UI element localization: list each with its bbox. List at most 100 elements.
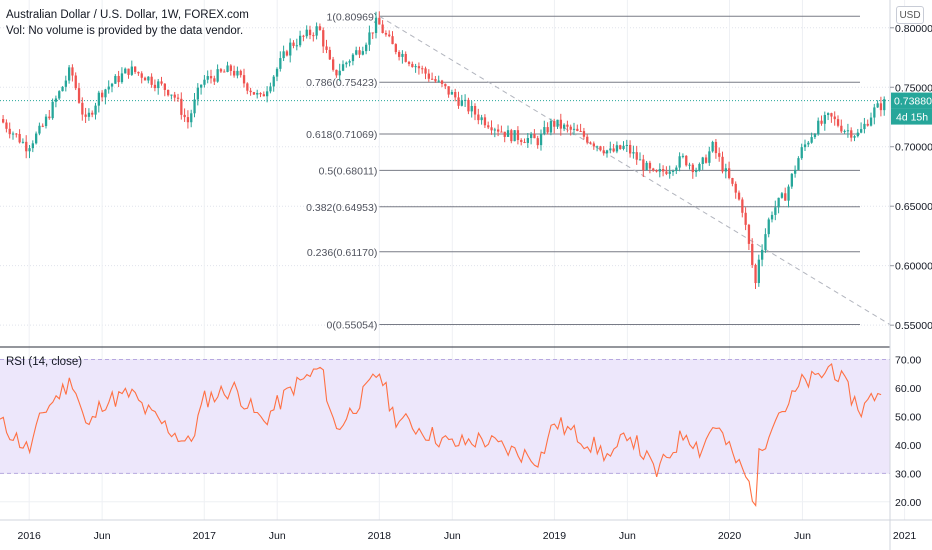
candle-body	[200, 84, 203, 88]
candle-body	[543, 127, 546, 134]
candle-body	[193, 99, 196, 114]
rsi-line	[0, 363, 882, 507]
candle-body	[101, 92, 104, 98]
candle-body	[262, 94, 265, 97]
price-axis[interactable]: 0.80000 0.75000 0.70000 0.65000 0.60000 0.550…	[890, 23, 932, 332]
candle-body	[256, 93, 259, 95]
time-axis[interactable]: 2016 Jun 2017 Jun 2018 Jun 2019 Jun 2020 Jun 2021	[18, 530, 917, 542]
candle-body	[516, 130, 520, 141]
candle-body	[767, 219, 770, 235]
candle-body	[137, 71, 140, 74]
candle-body	[28, 148, 31, 152]
candle-body	[787, 186, 790, 201]
candle-body	[279, 58, 282, 69]
candle-body	[513, 130, 516, 142]
candle-body	[493, 129, 496, 131]
candle-body	[417, 66, 421, 69]
candle-body	[638, 159, 642, 161]
candle-body	[483, 117, 487, 126]
currency-button[interactable]: USD	[896, 6, 924, 24]
candle-body	[71, 67, 74, 76]
rsi-tick-label: 30.00	[895, 468, 921, 480]
candle-body	[41, 125, 44, 127]
candle-body	[404, 53, 407, 62]
fibonacci-levels: 1(0.80969) 0.786(0.75423) 0.618(0.71069) 0.…	[306, 11, 860, 332]
candle-body	[332, 59, 335, 70]
candle-body	[747, 224, 751, 244]
candle-body	[54, 98, 58, 102]
candle-body	[44, 116, 48, 127]
candle-body	[186, 117, 190, 123]
volume-note: Vol: No volume is provided by the data v…	[6, 25, 244, 37]
candle-body	[381, 24, 384, 34]
candle-body	[698, 164, 701, 171]
candle-body	[325, 46, 328, 50]
candle-body	[335, 69, 338, 76]
price-tick-label: 0.65000	[895, 201, 932, 213]
time-tick-label: Jun	[794, 530, 811, 542]
candle-body	[744, 212, 747, 225]
candle-body	[35, 133, 38, 144]
candle-body	[414, 66, 417, 68]
candle-body	[869, 117, 873, 126]
candle-body	[645, 162, 648, 171]
candle-body	[671, 170, 675, 172]
candle-body	[388, 34, 391, 37]
candle-body	[51, 101, 54, 119]
candle-body	[431, 78, 434, 80]
candle-body	[599, 146, 602, 151]
candle-body	[592, 143, 595, 147]
time-tick-label: 2018	[368, 530, 392, 542]
candle-body	[810, 137, 813, 143]
candle-body	[143, 77, 147, 81]
fib-level-label: 0.382(0.64953)	[306, 202, 377, 214]
candle-body	[523, 141, 526, 143]
candle-body	[38, 125, 41, 134]
candle-body	[345, 62, 348, 65]
candle-body	[731, 178, 734, 184]
candle-body	[711, 141, 714, 152]
time-tick-label: 2017	[193, 530, 217, 542]
candle-body	[173, 94, 176, 98]
rsi-tick-label: 70.00	[895, 355, 921, 367]
candle-body	[850, 130, 853, 138]
price-tick-label: 0.70000	[895, 142, 932, 154]
candle-body	[434, 79, 437, 82]
candle-body	[361, 51, 364, 55]
candle-body	[691, 164, 694, 173]
candle-body	[236, 70, 239, 76]
fib-level-label: 0.786(0.75423)	[306, 77, 377, 89]
candle-body	[305, 29, 308, 37]
candle-body	[704, 157, 708, 163]
candle-body	[549, 121, 553, 133]
candle-body	[622, 145, 625, 149]
candle-body	[318, 26, 322, 31]
candle-body	[526, 138, 529, 143]
time-tick-label: 2019	[543, 530, 567, 542]
candle-body	[213, 78, 216, 82]
candle-body	[536, 138, 539, 146]
candle-body	[216, 69, 219, 82]
candle-body	[879, 103, 883, 111]
candle-body	[180, 98, 183, 115]
candle-body	[94, 105, 97, 115]
candle-body	[777, 197, 780, 208]
candle-body	[470, 105, 473, 112]
candle-body	[533, 134, 536, 139]
candle-body	[800, 147, 803, 159]
candle-body	[252, 92, 256, 95]
rsi-tick-label: 40.00	[895, 440, 921, 452]
candle-body	[520, 140, 523, 142]
candle-body	[856, 132, 859, 137]
candle-body	[566, 124, 569, 127]
candle-body	[368, 32, 371, 45]
fib-level-label: 0(0.55054)	[327, 320, 378, 332]
candle-body	[714, 141, 718, 154]
candle-body	[292, 42, 295, 46]
time-tick-label: Jun	[94, 530, 111, 542]
candle-body	[467, 99, 470, 112]
candle-body	[61, 86, 64, 92]
candle-body	[229, 65, 232, 71]
candle-body	[823, 114, 826, 124]
